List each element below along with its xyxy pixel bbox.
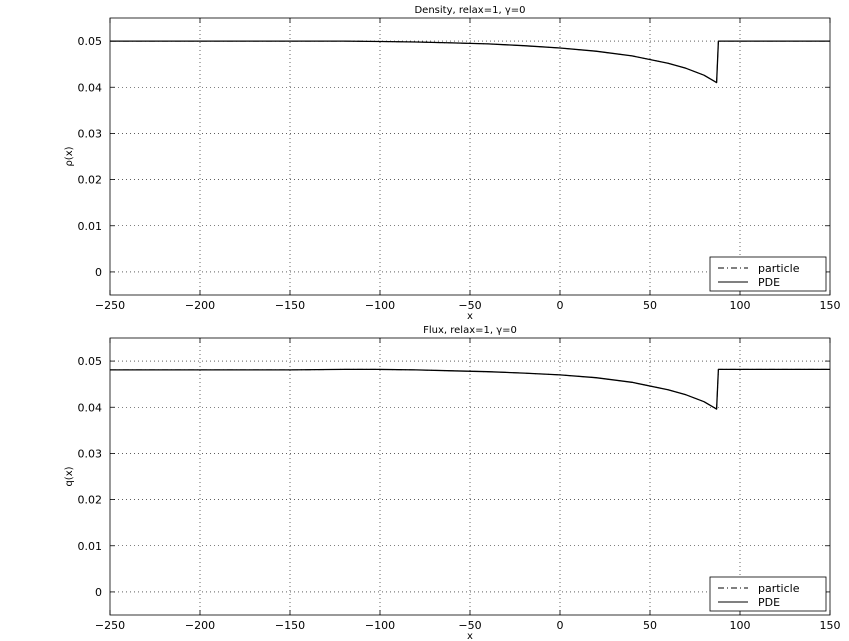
x-tick-label: −200 (185, 299, 215, 312)
y-axis-label: ρ(x) (64, 146, 75, 166)
chart-flux: −250 −200 −150 −100 −50 0 50 100 150 0 0.01 0.02 0.0… (64, 325, 841, 641)
chart-title: Density, relax=1, γ=0 (414, 5, 525, 16)
x-tick-label: 150 (820, 619, 841, 632)
series-line-pde (110, 368, 830, 410)
series-line-particle (110, 40, 830, 84)
x-tick-label: −100 (365, 619, 395, 632)
legend-label-pde: PDE (758, 596, 780, 609)
plot-frame (109, 337, 831, 616)
y-tick-label: 0.01 (78, 220, 103, 233)
y-tick-label: 0.05 (78, 35, 103, 48)
legend-box (709, 576, 827, 612)
y-tick-label: 0 (95, 586, 102, 599)
series-line-pde (110, 40, 830, 84)
legend-label-particle: particle (758, 262, 800, 275)
plot-frame (109, 17, 831, 296)
y-tick-label: 0.02 (78, 494, 103, 507)
x-tick-label: 0 (557, 299, 564, 312)
x-tick-label: −250 (95, 299, 125, 312)
x-tick-label: −150 (275, 619, 305, 632)
x-tick-label: 100 (730, 619, 751, 632)
chart-title: Flux, relax=1, γ=0 (423, 325, 517, 336)
x-tick-label: 0 (557, 619, 564, 632)
x-tick-label: 100 (730, 299, 751, 312)
x-tick-label: 50 (643, 299, 657, 312)
x-tick-label: −50 (458, 619, 481, 632)
legend-label-particle: particle (758, 582, 800, 595)
x-tick-label: −100 (365, 299, 395, 312)
legend-box (709, 256, 827, 292)
x-tick-label: −200 (185, 619, 215, 632)
y-tick-label: 0.04 (78, 401, 103, 414)
legend-label-pde: PDE (758, 276, 780, 289)
y-tick-label: 0.01 (78, 540, 103, 553)
y-tick-label: 0.05 (78, 355, 103, 368)
series-line-particle (110, 368, 830, 410)
y-tick-label: 0 (95, 266, 102, 279)
x-tick-label: −150 (275, 299, 305, 312)
y-tick-label: 0.03 (78, 447, 103, 460)
x-tick-label: −50 (458, 299, 481, 312)
x-axis-label: x (467, 631, 473, 641)
y-axis-label: q(x) (64, 466, 75, 486)
chart-density: −250 −200 −150 −100 −50 0 50 100 150 0 0.01 0.02 0.0… (64, 5, 841, 322)
y-tick-label: 0.03 (78, 127, 103, 140)
x-tick-label: 150 (820, 299, 841, 312)
x-tick-label: 50 (643, 619, 657, 632)
y-tick-label: 0.04 (78, 81, 103, 94)
y-tick-label: 0.02 (78, 174, 103, 187)
x-axis-label: x (467, 311, 473, 322)
x-tick-label: −250 (95, 619, 125, 632)
